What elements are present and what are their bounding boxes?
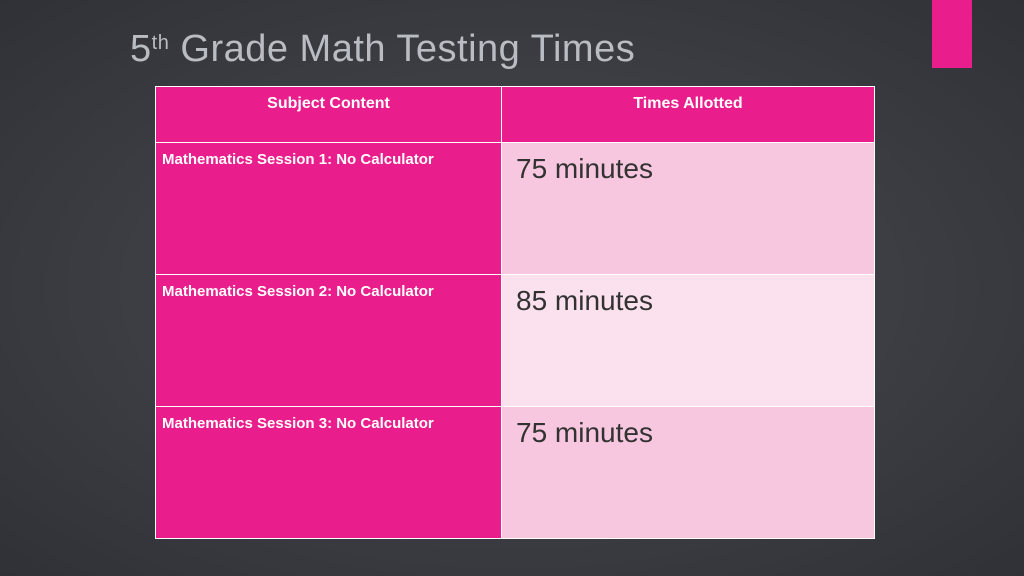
testing-times-table: Subject Content Times Allotted Mathemati… bbox=[155, 86, 875, 539]
cell-time: 75 minutes bbox=[502, 143, 875, 275]
table-row: Mathematics Session 1: No Calculator 75 … bbox=[156, 143, 875, 275]
column-header-times: Times Allotted bbox=[502, 87, 875, 143]
table-header-row: Subject Content Times Allotted bbox=[156, 87, 875, 143]
page-title: 5th Grade Math Testing Times bbox=[130, 28, 635, 71]
cell-subject: Mathematics Session 2: No Calculator bbox=[156, 275, 502, 407]
column-header-subject: Subject Content bbox=[156, 87, 502, 143]
title-prefix: 5 bbox=[130, 28, 152, 70]
slide: 5th Grade Math Testing Times Subject Con… bbox=[0, 0, 1024, 576]
title-rest: Grade Math Testing Times bbox=[169, 28, 635, 70]
title-superscript: th bbox=[152, 32, 170, 54]
accent-bar bbox=[932, 0, 972, 68]
cell-subject: Mathematics Session 3: No Calculator bbox=[156, 407, 502, 539]
cell-time: 75 minutes bbox=[502, 407, 875, 539]
table-row: Mathematics Session 3: No Calculator 75 … bbox=[156, 407, 875, 539]
cell-subject: Mathematics Session 1: No Calculator bbox=[156, 143, 502, 275]
cell-time: 85 minutes bbox=[502, 275, 875, 407]
table-row: Mathematics Session 2: No Calculator 85 … bbox=[156, 275, 875, 407]
